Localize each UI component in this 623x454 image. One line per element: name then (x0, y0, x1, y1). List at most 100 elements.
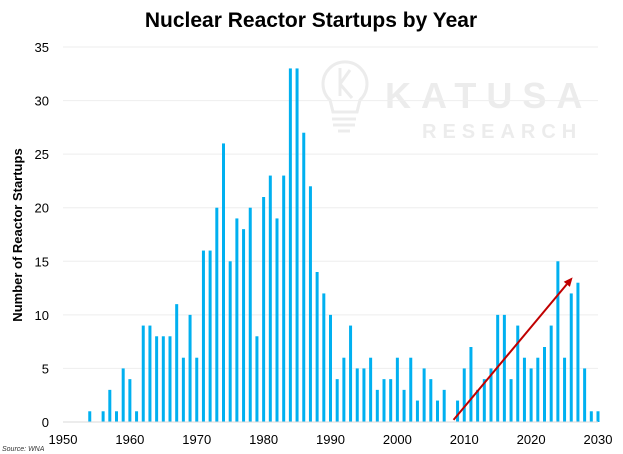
bar-1958 (115, 411, 118, 422)
watermark-line2: RESEARCH (422, 121, 582, 143)
bar-1983 (282, 175, 286, 422)
bar-2023 (549, 325, 553, 422)
trend-arrow-line (452, 283, 568, 421)
x-tick-label: 2000 (383, 432, 412, 447)
bar-2025 (563, 357, 567, 422)
bar-1987 (308, 186, 312, 422)
y-tick-label: 20 (35, 201, 49, 216)
bar-2005 (429, 379, 433, 422)
bar-1965 (161, 336, 165, 422)
bar-1972 (208, 250, 212, 422)
bar-2029 (589, 411, 593, 422)
bar-2003 (415, 400, 419, 422)
bar-2028 (583, 368, 587, 422)
bar-1969 (188, 314, 192, 422)
bar-2021 (536, 357, 540, 422)
bar-1982 (275, 218, 279, 422)
bar-1994 (355, 368, 359, 422)
bar-1992 (342, 357, 346, 422)
bar-1991 (335, 379, 339, 422)
bar-1998 (382, 379, 386, 422)
y-tick-label: 5 (42, 361, 49, 376)
y-tick-label: 0 (42, 415, 49, 430)
bar-1971 (201, 250, 205, 422)
y-tick-label: 10 (35, 308, 49, 323)
bar-2011 (469, 347, 473, 422)
x-tick-label: 2030 (584, 432, 613, 447)
y-tick-label: 15 (35, 254, 49, 269)
x-tick-label: 1970 (182, 432, 211, 447)
x-tick-label: 1950 (49, 432, 78, 447)
bar-2019 (522, 357, 526, 422)
bar-2020 (529, 368, 533, 422)
bar-2012 (476, 389, 480, 422)
bar-1976 (235, 218, 239, 422)
bar-2017 (509, 379, 513, 422)
bar-1956 (101, 411, 105, 422)
bar-1985 (295, 68, 299, 422)
bar-1999 (389, 379, 393, 422)
bar-2024 (556, 261, 560, 422)
bar-1960 (128, 379, 132, 422)
bar-1995 (362, 368, 366, 422)
x-tick-label: 1960 (115, 432, 144, 447)
bar-1968 (181, 357, 185, 422)
bar-1974 (222, 143, 225, 422)
bar-2027 (576, 282, 580, 422)
bar-2014 (489, 368, 493, 422)
bar-1962 (141, 325, 145, 422)
bar-2006 (436, 400, 439, 422)
bar-2000 (395, 357, 399, 422)
bar-1975 (228, 261, 232, 422)
x-tick-label: 2010 (450, 432, 479, 447)
watermark-line1: KATUSA (385, 75, 592, 116)
y-tick-label: 30 (35, 94, 49, 109)
x-tick-label: 1980 (249, 432, 278, 447)
bar-1979 (255, 336, 259, 422)
bar-2009 (456, 400, 460, 422)
bar-2007 (442, 389, 446, 422)
bar-1973 (215, 207, 219, 422)
bar-1980 (262, 197, 266, 422)
y-tick-label: 35 (35, 40, 49, 55)
bar-1989 (322, 293, 326, 422)
bar-1970 (195, 357, 199, 422)
bar-1993 (349, 325, 353, 422)
bar-2001 (402, 389, 406, 422)
bar-1981 (268, 175, 272, 422)
bar-1961 (135, 411, 139, 422)
bar-1964 (155, 336, 159, 422)
bar-2013 (482, 379, 486, 422)
chart-title: Nuclear Reactor Startups by Year (145, 9, 477, 32)
bar-2030 (596, 411, 600, 422)
bar-1966 (168, 336, 172, 422)
bar-2018 (516, 325, 520, 422)
bar-2016 (502, 314, 506, 422)
y-axis-label: Number of Reactor Startups (10, 148, 25, 321)
bar-2004 (422, 368, 426, 422)
bar-1977 (242, 229, 246, 422)
bar-1959 (121, 368, 125, 422)
lightbulb-icon (321, 60, 369, 133)
x-tick-label: 1990 (316, 432, 345, 447)
bar-1997 (375, 389, 379, 422)
bar-1967 (175, 304, 179, 422)
bar-1988 (315, 272, 319, 422)
bar-2022 (543, 347, 546, 422)
bar-1986 (302, 132, 306, 422)
source-note: Source: WNA (2, 446, 45, 453)
watermark-logo: KATUSA RESEARCH (321, 60, 592, 143)
bar-1990 (329, 314, 332, 422)
trend-arrow-head (563, 277, 573, 287)
bar-2002 (409, 357, 413, 422)
x-tick-label: 2020 (517, 432, 546, 447)
bar-1984 (288, 68, 292, 422)
bar-2010 (462, 368, 466, 422)
bar-1996 (369, 357, 373, 422)
bar-2026 (569, 293, 573, 422)
bar-1957 (108, 389, 112, 422)
bar-1954 (88, 411, 92, 422)
bar-1978 (248, 207, 252, 422)
